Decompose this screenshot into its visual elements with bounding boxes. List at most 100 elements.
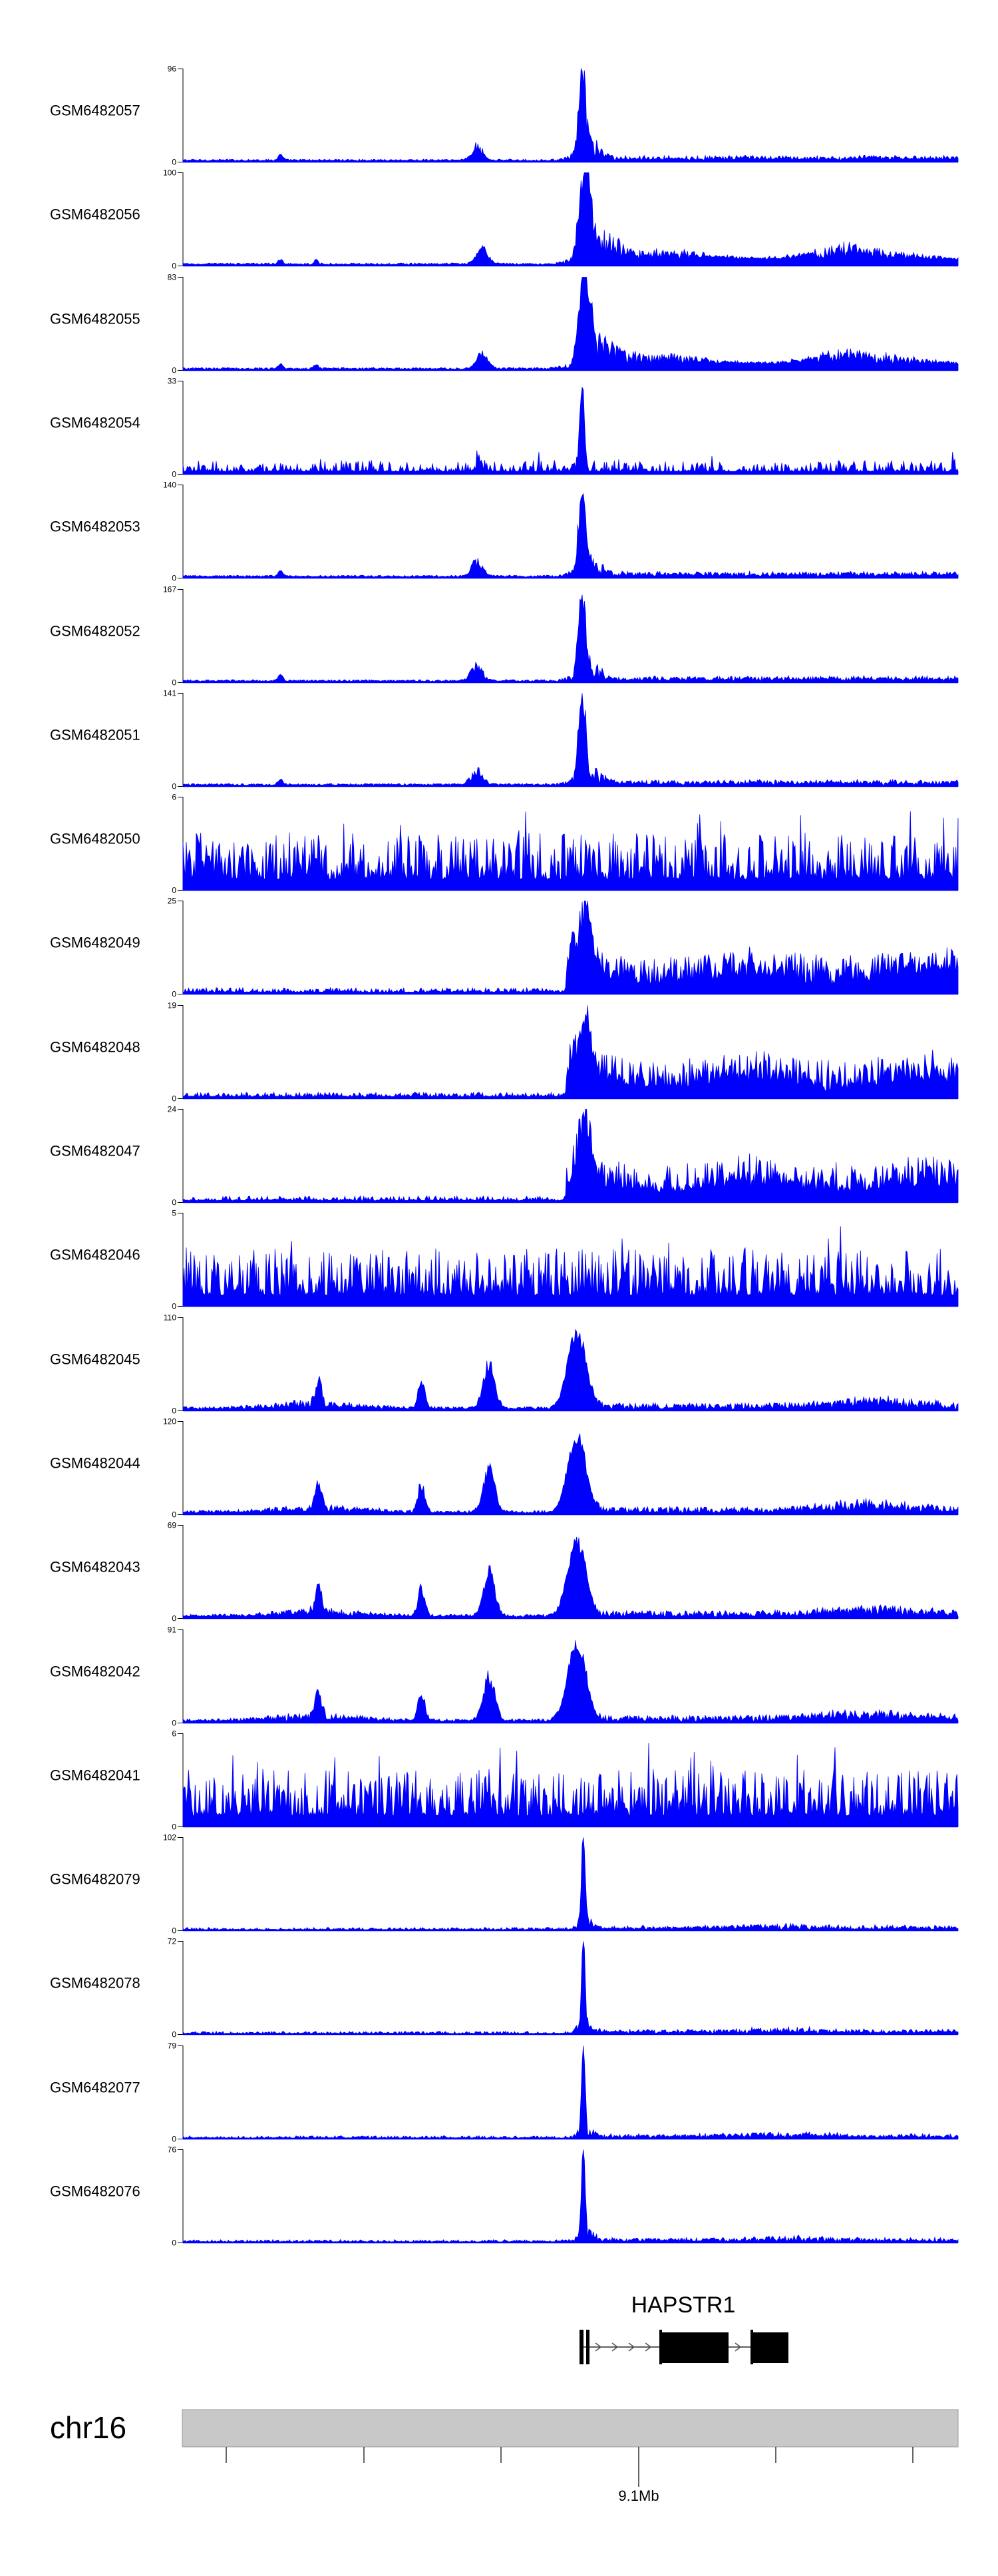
strand-arrow bbox=[611, 2342, 619, 2352]
y-max-label: 69 bbox=[168, 1521, 177, 1530]
y-axis bbox=[178, 589, 184, 683]
y-min-label: 0 bbox=[172, 2239, 176, 2248]
track-GSM6482052: GSM6482052 167 0 bbox=[50, 585, 959, 688]
y-max-label: 140 bbox=[163, 481, 176, 490]
y-max-label: 141 bbox=[163, 689, 176, 698]
y-max-label: 110 bbox=[164, 1313, 176, 1323]
track-GSM6482041: GSM6482041 6 0 bbox=[50, 1729, 959, 1832]
y-max-label: 24 bbox=[168, 1105, 177, 1114]
track-GSM6482049: GSM6482049 25 0 bbox=[50, 897, 959, 999]
chromosome-label: chr16 bbox=[50, 2410, 126, 2445]
y-axis bbox=[178, 1941, 184, 2035]
y-axis bbox=[178, 1213, 184, 1307]
signal-area bbox=[182, 493, 959, 578]
signal-area bbox=[182, 594, 959, 683]
y-min-label: 0 bbox=[172, 1510, 176, 1520]
track-label: GSM6482044 bbox=[50, 1455, 140, 1472]
signal-area bbox=[182, 1005, 959, 1099]
y-max-label: 102 bbox=[163, 1833, 176, 1842]
track-label: GSM6482055 bbox=[50, 311, 140, 327]
signal-area bbox=[182, 811, 959, 891]
y-axis bbox=[178, 693, 184, 787]
track-GSM6482046: GSM6482046 5 0 bbox=[50, 1209, 959, 1311]
track-label: GSM6482079 bbox=[50, 1871, 140, 1888]
y-max-label: 19 bbox=[168, 1001, 177, 1010]
y-min-label: 0 bbox=[172, 470, 176, 479]
track-label: GSM6482045 bbox=[50, 1351, 140, 1368]
signal-area bbox=[182, 2149, 959, 2243]
track-GSM6482045: GSM6482045 110 0 bbox=[50, 1313, 959, 1416]
y-max-label: 33 bbox=[168, 377, 177, 386]
y-axis bbox=[178, 797, 184, 891]
y-axis bbox=[178, 2045, 184, 2139]
y-max-label: 72 bbox=[168, 1937, 177, 1946]
track-GSM6482053: GSM6482053 140 0 bbox=[50, 481, 959, 583]
y-axis bbox=[178, 901, 184, 994]
signal-area bbox=[182, 901, 959, 994]
signal-area bbox=[182, 68, 959, 162]
signal-area bbox=[182, 1941, 959, 2035]
y-max-label: 5 bbox=[172, 1209, 176, 1218]
track-label: GSM6482049 bbox=[50, 935, 140, 951]
y-min-label: 0 bbox=[172, 158, 176, 167]
track-GSM6482056: GSM6482056 100 0 bbox=[50, 168, 959, 271]
y-min-label: 0 bbox=[172, 1406, 176, 1416]
y-min-label: 0 bbox=[172, 1719, 176, 1728]
y-axis bbox=[178, 485, 184, 578]
position-axis bbox=[226, 2447, 914, 2487]
chromosome-ideogram: chr16 9.1Mb bbox=[50, 2409, 959, 2504]
y-max-label: 167 bbox=[163, 585, 176, 594]
y-axis bbox=[178, 1629, 184, 1723]
y-min-label: 0 bbox=[172, 574, 176, 583]
y-min-label: 0 bbox=[172, 1198, 176, 1207]
track-GSM6482043: GSM6482043 69 0 bbox=[50, 1521, 959, 1623]
signal-area bbox=[182, 386, 959, 475]
exon-1 bbox=[580, 2330, 583, 2364]
y-min-label: 0 bbox=[172, 990, 176, 999]
signal-area bbox=[182, 1640, 959, 1723]
y-max-label: 91 bbox=[168, 1625, 177, 1635]
signal-area bbox=[182, 693, 959, 787]
exon-5 bbox=[750, 2330, 753, 2364]
y-min-label: 0 bbox=[172, 1926, 176, 1936]
y-axis bbox=[178, 1525, 184, 1619]
track-GSM6482047: GSM6482047 24 0 bbox=[50, 1105, 959, 1207]
track-GSM6482050: GSM6482050 6 0 bbox=[50, 793, 959, 895]
track-GSM6482076: GSM6482076 76 0 bbox=[50, 2145, 959, 2248]
track-label: GSM6482078 bbox=[50, 1975, 140, 1992]
y-max-label: 100 bbox=[163, 168, 176, 178]
signal-area bbox=[182, 2045, 959, 2139]
gene-track: HAPSTR1 bbox=[580, 2292, 788, 2364]
signal-area bbox=[182, 1329, 959, 1411]
signal-area bbox=[182, 1109, 959, 1203]
y-axis bbox=[178, 1005, 184, 1099]
y-axis bbox=[178, 277, 184, 371]
y-axis bbox=[178, 1109, 184, 1203]
y-max-label: 25 bbox=[168, 897, 177, 906]
track-label: GSM6482047 bbox=[50, 1143, 140, 1160]
track-GSM6482079: GSM6482079 102 0 bbox=[50, 1833, 959, 1936]
signal-tracks: GSM6482057960GSM64820561000GSM6482055830… bbox=[50, 65, 959, 2248]
y-max-label: 6 bbox=[172, 793, 176, 802]
y-axis bbox=[178, 381, 184, 475]
y-axis bbox=[178, 172, 184, 266]
y-min-label: 0 bbox=[172, 1302, 176, 1311]
y-max-label: 83 bbox=[168, 273, 177, 282]
track-label: GSM6482048 bbox=[50, 1039, 140, 1056]
track-GSM6482077: GSM6482077 79 0 bbox=[50, 2041, 959, 2144]
track-label: GSM6482042 bbox=[50, 1663, 140, 1680]
signal-area bbox=[182, 172, 959, 266]
track-label: GSM6482053 bbox=[50, 519, 140, 535]
track-GSM6482048: GSM6482048 19 0 bbox=[50, 1001, 959, 1104]
exon-3 bbox=[659, 2330, 662, 2364]
y-min-label: 0 bbox=[172, 2030, 176, 2039]
chromosome-band bbox=[182, 2409, 959, 2448]
y-min-label: 0 bbox=[172, 678, 176, 688]
strand-arrow bbox=[645, 2342, 652, 2352]
strand-arrow bbox=[595, 2342, 602, 2352]
y-min-label: 0 bbox=[172, 1094, 176, 1104]
track-label: GSM6482077 bbox=[50, 2079, 140, 2096]
y-min-label: 0 bbox=[172, 1823, 176, 1832]
y-axis bbox=[178, 1421, 184, 1515]
track-label: GSM6482076 bbox=[50, 2183, 140, 2200]
